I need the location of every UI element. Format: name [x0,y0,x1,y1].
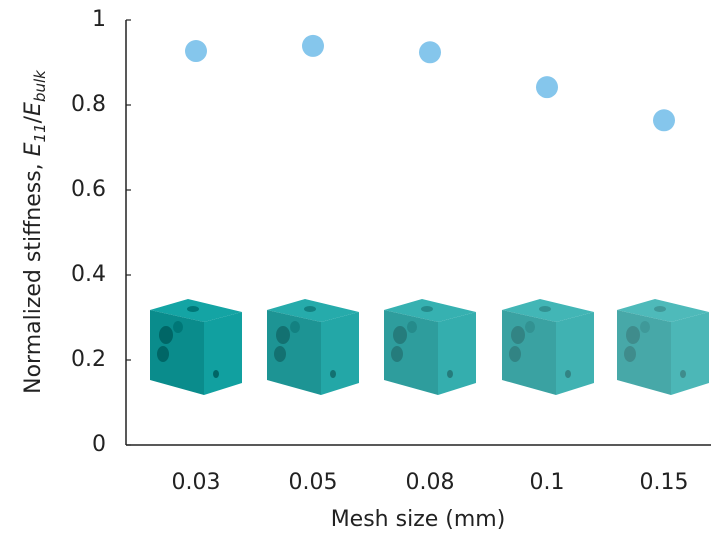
y-label-part: 11 [31,123,49,142]
y-label-part: Normalized stiffness, [21,156,46,394]
y-tick-label: 0.8 [71,92,106,117]
y-tick-label: 0.2 [71,347,106,372]
mesh-cube [150,299,242,395]
mesh-cube [502,299,594,395]
data-point [653,109,675,131]
chart: Mesh size (mm) Normalized stiffness, E11… [0,0,711,538]
x-tick-label: 0.15 [640,470,689,495]
mesh-illustrations [150,299,709,395]
x-axis-label: Mesh size (mm) [331,507,506,532]
y-tick-label: 1 [92,7,106,32]
x-tick-label: 0.05 [289,470,338,495]
data-point [302,35,324,57]
x-tick-label: 0.08 [406,470,455,495]
data-point [185,40,207,62]
y-label-part: bulk [31,69,49,102]
data-point [419,41,441,63]
mesh-cube [617,299,709,395]
y-axis-label: Normalized stiffness, E11/Ebulk [21,69,49,394]
x-tick-label: 0.03 [172,470,221,495]
y-label-part: E [21,142,46,156]
y-tick-label: 0 [92,432,106,457]
mesh-cube [267,299,359,395]
y-tick-label: 0.6 [71,177,106,202]
data-point [536,76,558,98]
y-label-part: E [21,102,46,116]
x-tick-label: 0.1 [530,470,565,495]
mesh-cube [384,299,476,395]
y-tick-label: 0.4 [71,262,106,287]
